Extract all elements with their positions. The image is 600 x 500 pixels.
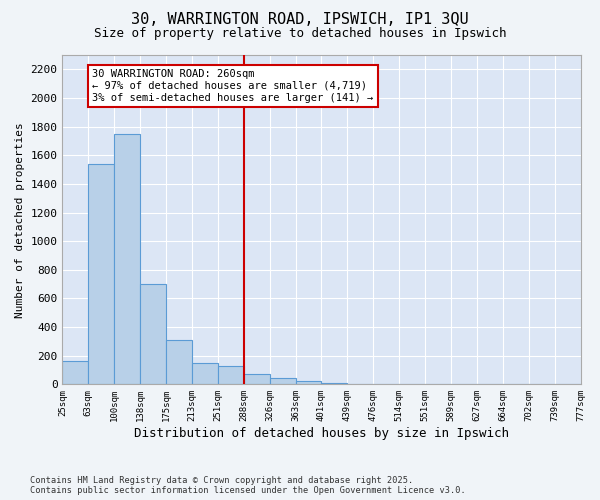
Bar xyxy=(88,164,114,384)
Bar xyxy=(296,382,322,384)
Bar xyxy=(114,134,140,384)
Bar xyxy=(269,378,296,384)
Bar xyxy=(218,366,244,384)
Bar xyxy=(166,340,192,384)
Y-axis label: Number of detached properties: Number of detached properties xyxy=(15,122,25,318)
Bar xyxy=(140,284,166,384)
Text: Size of property relative to detached houses in Ipswich: Size of property relative to detached ho… xyxy=(94,28,506,40)
Bar xyxy=(62,362,88,384)
X-axis label: Distribution of detached houses by size in Ipswich: Distribution of detached houses by size … xyxy=(134,427,509,440)
Bar xyxy=(322,382,347,384)
Bar xyxy=(192,363,218,384)
Text: 30 WARRINGTON ROAD: 260sqm
← 97% of detached houses are smaller (4,719)
3% of se: 30 WARRINGTON ROAD: 260sqm ← 97% of deta… xyxy=(92,70,373,102)
Text: 30, WARRINGTON ROAD, IPSWICH, IP1 3QU: 30, WARRINGTON ROAD, IPSWICH, IP1 3QU xyxy=(131,12,469,28)
Bar xyxy=(244,374,269,384)
Text: Contains HM Land Registry data © Crown copyright and database right 2025.
Contai: Contains HM Land Registry data © Crown c… xyxy=(30,476,466,495)
